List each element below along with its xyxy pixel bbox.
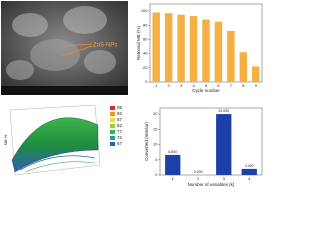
legend-label: 77	[117, 129, 123, 134]
x-tick-label: 3	[223, 176, 226, 181]
bar	[239, 52, 248, 82]
legend-swatch	[110, 106, 115, 110]
legend-swatch	[110, 130, 115, 134]
bar	[214, 21, 223, 82]
legend-swatch	[110, 118, 115, 122]
legend-label: 67	[117, 141, 123, 146]
x-tick-label: 4	[192, 83, 195, 88]
bar	[227, 30, 235, 82]
y-tick-label: 20	[143, 65, 148, 70]
x-tick-label: 1	[155, 83, 158, 88]
legend-label: 92	[117, 111, 123, 116]
bar	[189, 16, 198, 83]
x-tick-label: 1	[172, 176, 175, 181]
x-tick-label: 9	[255, 83, 258, 88]
legend-swatch	[110, 112, 115, 116]
legend-swatch	[110, 124, 115, 128]
value-label: 0.000	[194, 170, 203, 174]
bar	[164, 13, 173, 82]
y-tick-label: 15	[153, 126, 158, 131]
bar	[241, 168, 257, 175]
x-axis-label: Cycle number	[192, 88, 220, 93]
legend-label: 82	[117, 123, 123, 128]
y-tick-label: 5	[155, 157, 158, 162]
y-tick-label: 20	[153, 111, 158, 116]
x-tick-label: 7	[230, 83, 233, 88]
y-tick-label: 80	[143, 22, 148, 27]
x-tick-label: 6	[217, 83, 220, 88]
x-tick-label: 2	[197, 176, 200, 181]
y-tick-label: 40	[143, 51, 148, 56]
x-axis-label: Number of variables (k)	[188, 182, 235, 187]
bar	[152, 12, 160, 82]
x-tick-label: 4	[248, 176, 251, 181]
value-label: 6.600	[168, 150, 177, 154]
y-axis-label: MB %	[3, 134, 8, 145]
legend-label: 95	[117, 105, 123, 110]
legend-swatch	[110, 142, 115, 146]
plot-frame	[159, 107, 263, 176]
bar	[202, 19, 210, 83]
value-label: 2.000	[245, 164, 254, 168]
y-tick-label: 60	[143, 37, 148, 42]
y-tick-label: 0	[155, 172, 158, 177]
legend-label: 72	[117, 135, 123, 140]
x-tick-label: 5	[205, 83, 208, 88]
surface-frame	[9, 104, 101, 176]
x-tick-label: 2	[168, 83, 171, 88]
legend-label: 87	[117, 117, 123, 122]
bar	[165, 154, 181, 175]
legend-swatch	[110, 136, 115, 140]
value-label: 20.000	[218, 109, 229, 113]
bar	[177, 14, 185, 82]
y-axis-label: Converted (nMolar)	[144, 122, 149, 161]
x-tick-label: 3	[180, 83, 183, 88]
bar	[216, 114, 232, 175]
y-tick-label: 100	[141, 8, 148, 13]
y-tick-label: 10	[153, 142, 158, 147]
y-tick-label: 0	[145, 79, 148, 84]
sem-image	[1, 1, 128, 95]
annotation: ZnS-NPs	[93, 43, 117, 49]
y-axis-label: Removal MB (%)	[136, 26, 141, 61]
bar	[252, 66, 260, 82]
x-tick-label: 8	[242, 83, 245, 88]
